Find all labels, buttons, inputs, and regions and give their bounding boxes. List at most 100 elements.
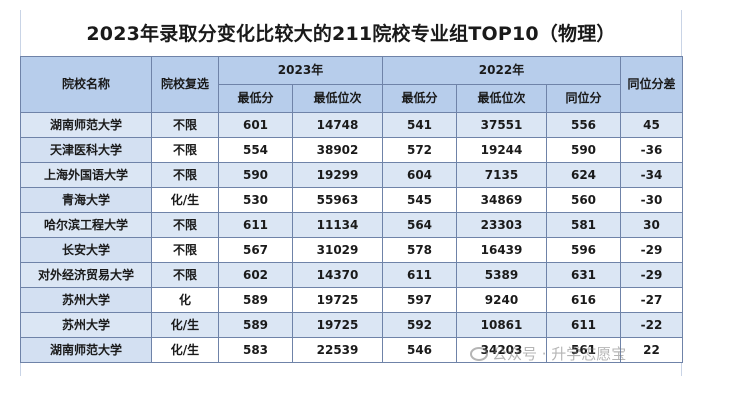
cell-requirement: 不限 [151, 137, 219, 163]
cell-school-name: 哈尔滨工程大学 [20, 212, 152, 238]
cell-min-rank-2022: 9240 [456, 287, 547, 313]
cell-min-score-2022: 578 [382, 237, 457, 263]
cell-school-name: 湖南师范大学 [20, 112, 152, 138]
cell-min-score-2023: 601 [218, 112, 293, 138]
cell-min-rank-2023: 22539 [292, 337, 383, 363]
table-row: 苏州大学 化/生 589 19725 592 10861 611 -22 [20, 312, 683, 338]
table-row: 天津医科大学 不限 554 38902 572 19244 590 -36 [20, 137, 683, 163]
cell-min-score-2022: 604 [382, 162, 457, 188]
cell-requirement: 不限 [151, 237, 219, 263]
cell-min-rank-2023: 14370 [292, 262, 383, 288]
cell-equiv-score: 590 [546, 137, 621, 163]
cell-diff: 45 [620, 112, 683, 138]
table-row: 哈尔滨工程大学 不限 611 11134 564 23303 581 30 [20, 212, 683, 238]
cell-diff: -29 [620, 237, 683, 263]
table-body: 湖南师范大学 不限 601 14748 541 37551 556 45 天津医科大学 不限 554… [20, 112, 683, 363]
cell-min-rank-2023: 19299 [292, 162, 383, 188]
cell-equiv-score: 560 [546, 187, 621, 213]
cell-min-rank-2022: 37551 [456, 112, 547, 138]
cell-min-score-2022: 546 [382, 337, 457, 363]
cell-min-rank-2022: 10861 [456, 312, 547, 338]
cell-equiv-score: 596 [546, 237, 621, 263]
cell-school-name: 苏州大学 [20, 287, 152, 313]
cell-school-name: 上海外国语大学 [20, 162, 152, 188]
table-row: 上海外国语大学 不限 590 19299 604 7135 624 -34 [20, 162, 683, 188]
cell-diff: 30 [620, 212, 683, 238]
cell-diff: -22 [620, 312, 683, 338]
table-row: 湖南师范大学 不限 601 14748 541 37551 556 45 [20, 112, 683, 138]
table-row: 苏州大学化 589 19725 597 9240 616 -27 [20, 287, 683, 313]
wechat-icon [470, 347, 488, 361]
cell-diff: -29 [620, 262, 683, 288]
cell-school-name: 苏州大学 [20, 312, 152, 338]
cell-equiv-score: 624 [546, 162, 621, 188]
cell-diff: -34 [620, 162, 683, 188]
cell-min-score-2023: 589 [218, 312, 293, 338]
cell-equiv-score: 556 [546, 112, 621, 138]
cell-min-rank-2023: 14748 [292, 112, 383, 138]
cell-min-rank-2022: 5389 [456, 262, 547, 288]
cell-min-score-2023: 590 [218, 162, 293, 188]
header-diff: 同位分差 [620, 56, 683, 113]
cell-min-rank-2023: 19725 [292, 287, 383, 313]
watermark-text: 公众号 · 升学志愿宝 [492, 345, 627, 363]
cell-min-score-2022: 545 [382, 187, 457, 213]
watermark: 公众号 · 升学志愿宝 [470, 343, 626, 364]
cell-min-rank-2023: 19725 [292, 312, 383, 338]
cell-school-name: 青海大学 [20, 187, 152, 213]
cell-min-rank-2022: 7135 [456, 162, 547, 188]
cell-min-rank-2023: 38902 [292, 137, 383, 163]
header-row-sub: 最低分 最低位次 最低分 最低位次 同位分 [21, 84, 683, 113]
header-requirement: 院校复选 [151, 56, 219, 113]
header-min-rank-2023: 最低位次 [292, 84, 383, 113]
cell-min-rank-2022: 23303 [456, 212, 547, 238]
cell-min-rank-2023: 11134 [292, 212, 383, 238]
table-row: 湖南师范大学 化/生 583 22539 546 34203 561 22 [20, 337, 683, 363]
header-min-score-2022: 最低分 [382, 84, 457, 113]
cell-equiv-score: 611 [546, 312, 621, 338]
cell-equiv-score: 616 [546, 287, 621, 313]
cell-min-score-2022: 597 [382, 287, 457, 313]
cell-school-name: 天津医科大学 [20, 137, 152, 163]
cell-requirement: 化/生 [151, 187, 219, 213]
header-equiv-score: 同位分 [546, 84, 621, 113]
cell-equiv-score: 581 [546, 212, 621, 238]
cell-equiv-score: 631 [546, 262, 621, 288]
header-year-2022: 2022年 [382, 56, 621, 85]
cell-min-score-2023: 602 [218, 262, 293, 288]
cell-min-score-2023: 611 [218, 212, 293, 238]
table-row: 长安大学 不限 567 31029 578 16439 596 -29 [20, 237, 683, 263]
cell-requirement: 不限 [151, 212, 219, 238]
cell-diff: -27 [620, 287, 683, 313]
cell-min-rank-2023: 31029 [292, 237, 383, 263]
cell-min-score-2023: 583 [218, 337, 293, 363]
cell-min-score-2022: 541 [382, 112, 457, 138]
cell-min-score-2022: 592 [382, 312, 457, 338]
cell-min-score-2022: 564 [382, 212, 457, 238]
header-min-score-2023: 最低分 [218, 84, 293, 113]
page-title: 2023年录取分变化比较大的211院校专业组TOP10（物理） [86, 23, 616, 45]
cell-school-name: 长安大学 [20, 237, 152, 263]
cell-diff: -30 [620, 187, 683, 213]
header-row-top: 院校名称 院校复选 2023年 2022年 同位分差 [20, 56, 683, 113]
cell-min-score-2022: 611 [382, 262, 457, 288]
cell-requirement: 不限 [151, 112, 219, 138]
cell-requirement: 化/生 [151, 337, 219, 363]
cell-min-score-2023: 554 [218, 137, 293, 163]
cell-diff: 22 [620, 337, 683, 363]
cell-min-score-2022: 572 [382, 137, 457, 163]
header-school-name: 院校名称 [20, 56, 152, 113]
cell-requirement: 化/生 [151, 312, 219, 338]
table-row: 青海大学 化/生 530 55963 545 34869 560 -30 [20, 187, 683, 213]
cell-min-score-2023: 567 [218, 237, 293, 263]
cell-requirement: 不限 [151, 162, 219, 188]
cell-min-score-2023: 530 [218, 187, 293, 213]
table-row: 对外经济贸易大学 不限 602 14370 611 5389 631 -29 [20, 262, 683, 288]
cell-requirement: 不限 [151, 262, 219, 288]
score-table: 院校名称 院校复选 2023年 2022年 同位分差 最低分 最低位次 最低分 … [20, 56, 683, 363]
cell-min-rank-2023: 55963 [292, 187, 383, 213]
cell-school-name: 湖南师范大学 [20, 337, 152, 363]
cell-min-rank-2022: 34869 [456, 187, 547, 213]
cell-min-score-2023: 589 [218, 287, 293, 313]
header-min-rank-2022: 最低位次 [456, 84, 547, 113]
